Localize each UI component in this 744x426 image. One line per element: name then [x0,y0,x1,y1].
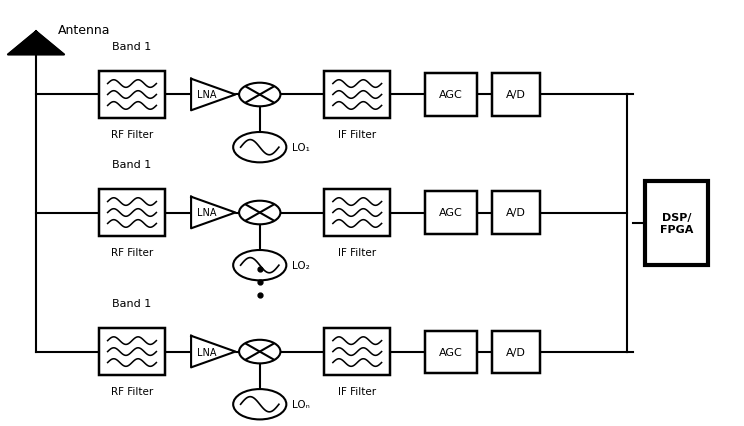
Text: LNA: LNA [197,208,217,218]
Bar [425,331,477,373]
Circle shape [233,250,286,281]
Bar [324,328,391,375]
Text: A/D: A/D [506,347,525,357]
Bar [99,328,165,375]
Polygon shape [8,32,64,55]
Text: RF Filter: RF Filter [111,247,153,257]
Bar [492,192,539,234]
Bar [324,190,391,236]
Text: LO₁: LO₁ [292,143,310,153]
Circle shape [239,201,280,225]
Polygon shape [191,197,235,229]
Circle shape [233,132,286,163]
Text: A/D: A/D [506,208,525,218]
Bar [425,74,477,116]
Text: LNA: LNA [197,90,217,100]
Text: Antenna: Antenna [58,23,111,37]
Text: DSP/
FPGA: DSP/ FPGA [660,213,693,234]
Circle shape [239,340,280,363]
Bar [492,331,539,373]
Text: AGC: AGC [439,208,463,218]
Text: LO₂: LO₂ [292,261,310,271]
Text: Band 1: Band 1 [112,298,152,308]
Bar [99,72,165,118]
Bar [492,74,539,116]
Text: IF Filter: IF Filter [339,386,376,396]
Text: AGC: AGC [439,90,463,100]
Text: Band 1: Band 1 [112,42,152,52]
Text: LNA: LNA [197,347,217,357]
Circle shape [233,389,286,420]
Polygon shape [191,80,235,111]
Text: AGC: AGC [439,347,463,357]
Text: RF Filter: RF Filter [111,386,153,396]
Text: LOₙ: LOₙ [292,399,310,409]
Text: IF Filter: IF Filter [339,130,376,139]
Bar [645,181,708,265]
Polygon shape [191,336,235,368]
Text: IF Filter: IF Filter [339,247,376,257]
Text: Band 1: Band 1 [112,160,152,170]
Circle shape [239,83,280,107]
Text: A/D: A/D [506,90,525,100]
Bar [425,192,477,234]
Bar [99,190,165,236]
Bar [324,72,391,118]
Text: RF Filter: RF Filter [111,130,153,139]
